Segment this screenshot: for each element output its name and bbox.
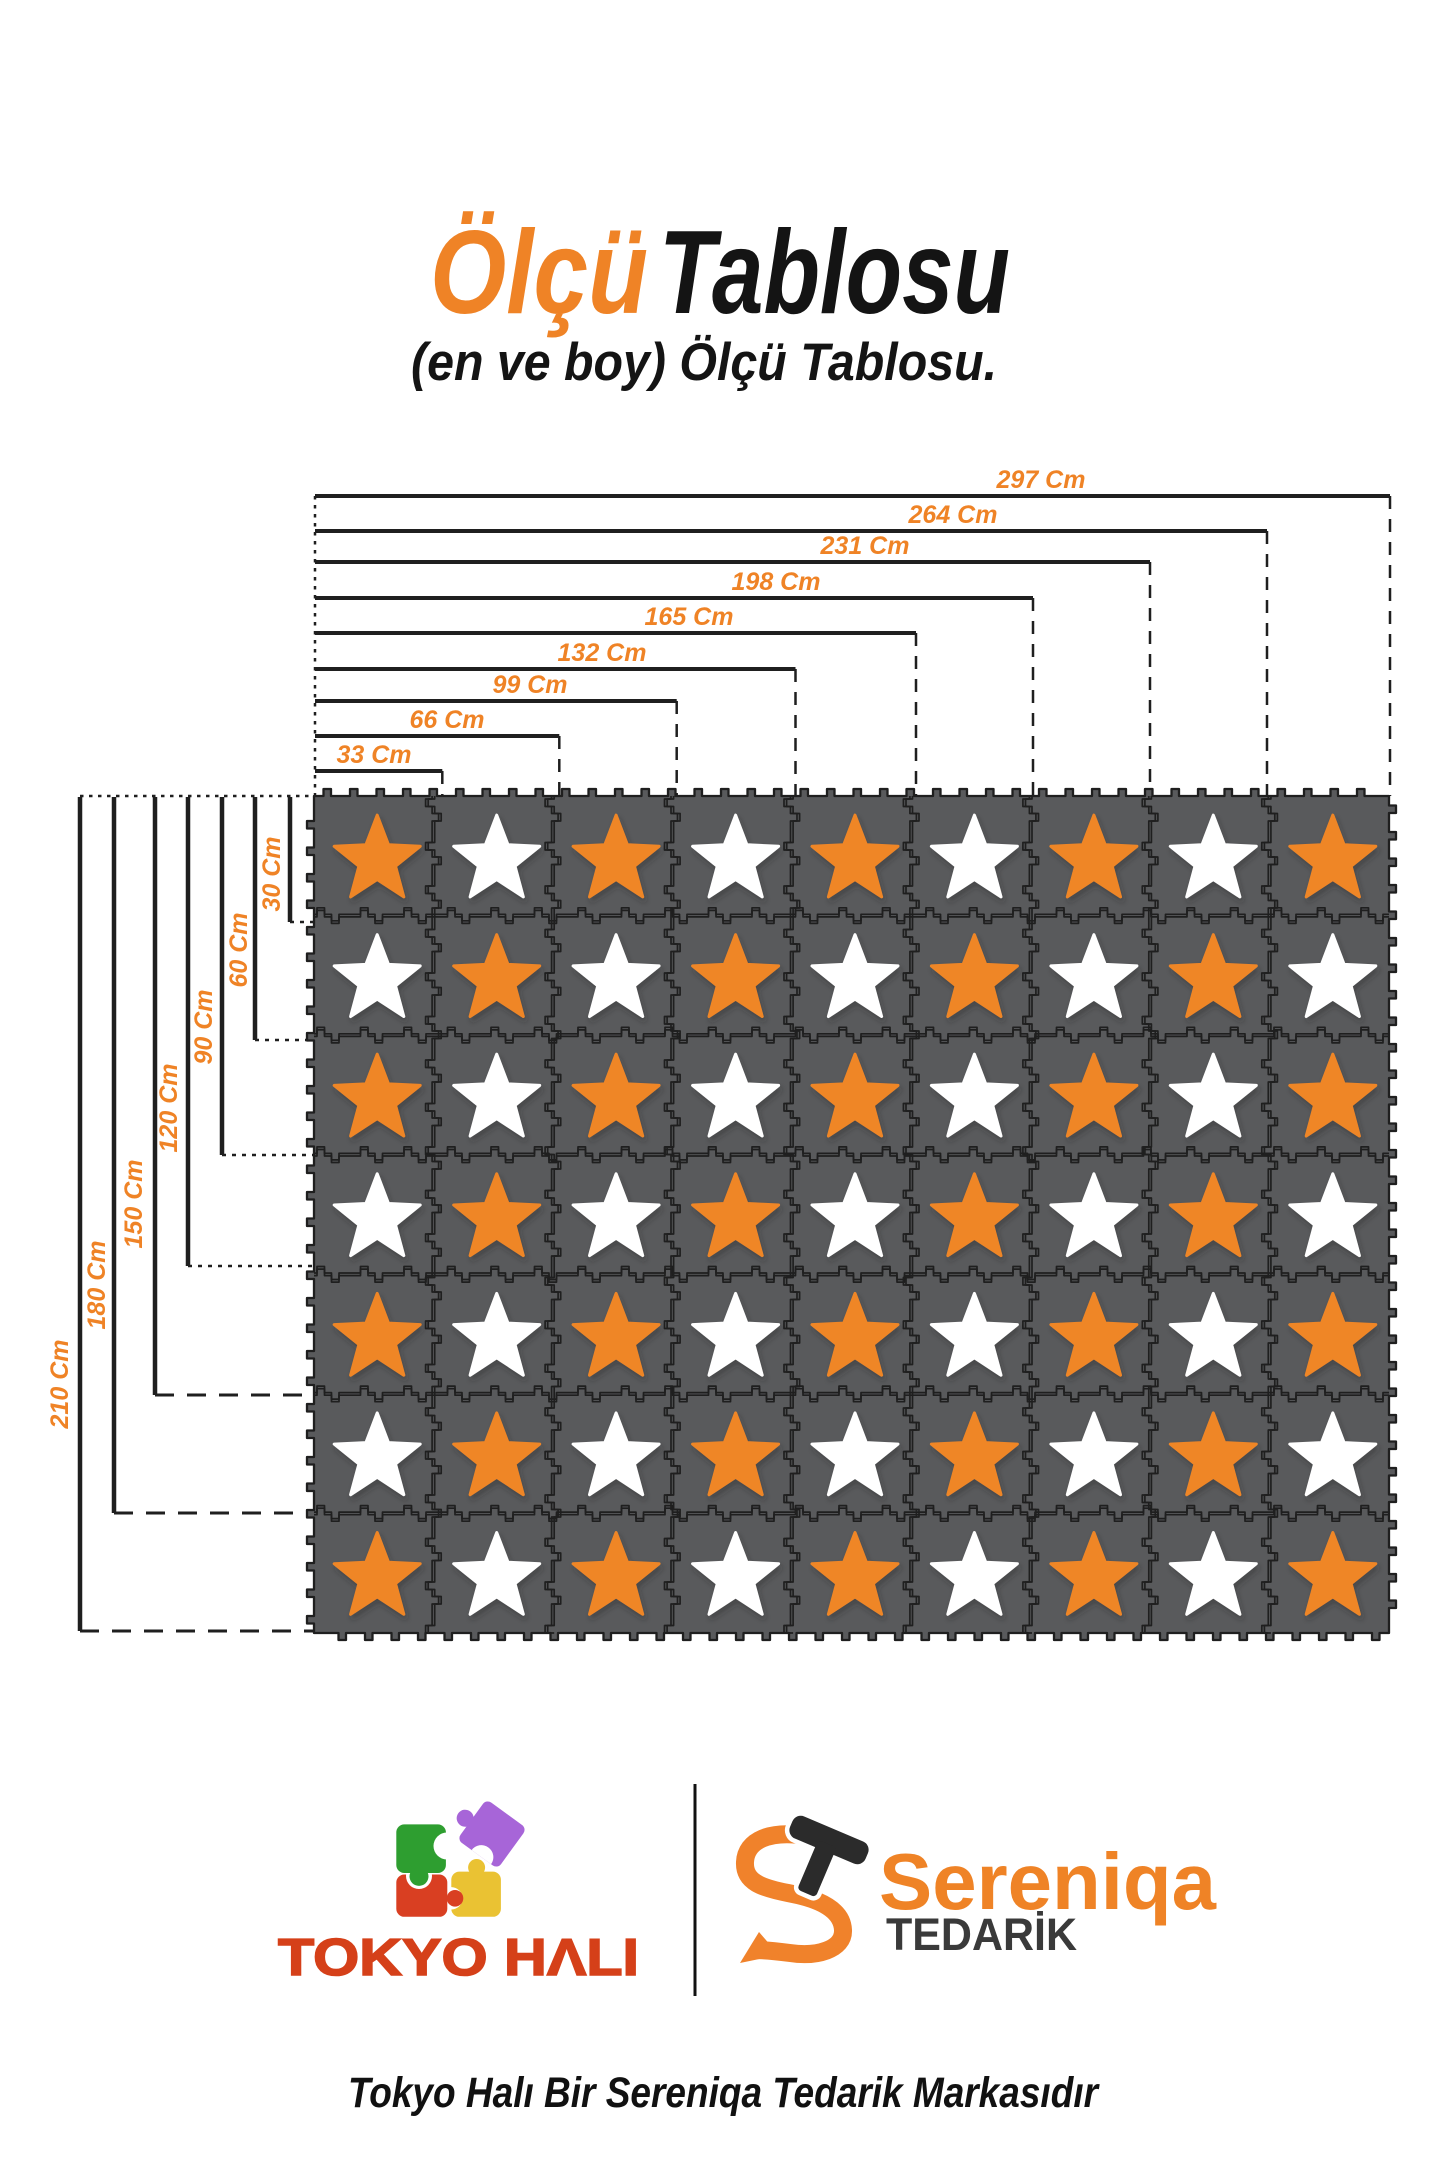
svg-text:30 Cm: 30 Cm: [258, 836, 286, 911]
svg-text:90 Cm: 90 Cm: [190, 989, 218, 1064]
svg-text:33 Cm: 33 Cm: [336, 741, 411, 769]
svg-text:99 Cm: 99 Cm: [492, 671, 567, 699]
svg-text:180 Cm: 180 Cm: [83, 1241, 111, 1330]
svg-text:TEDARİK: TEDARİK: [886, 1909, 1077, 1960]
svg-text:198 Cm: 198 Cm: [732, 568, 821, 596]
svg-text:120 Cm: 120 Cm: [155, 1064, 183, 1153]
svg-text:Sereniqa: Sereniqa: [879, 1837, 1216, 1926]
svg-text:297 Cm: 297 Cm: [996, 466, 1086, 494]
svg-text:Ölçü: Ölçü: [430, 206, 648, 339]
svg-text:Tablosu: Tablosu: [659, 206, 1010, 339]
svg-text:231 Cm: 231 Cm: [820, 532, 910, 560]
svg-text:60 Cm: 60 Cm: [225, 912, 253, 987]
svg-text:Tokyo Halı Bir Sereniqa Tedari: Tokyo Halı Bir Sereniqa Tedarik Markasıd…: [348, 2069, 1100, 2117]
svg-text:210 Cm: 210 Cm: [46, 1340, 74, 1430]
svg-text:150 Cm: 150 Cm: [120, 1160, 148, 1249]
svg-text:264 Cm: 264 Cm: [908, 501, 998, 529]
svg-text:132 Cm: 132 Cm: [558, 639, 647, 667]
svg-text:(en ve boy) Ölçü Tablosu.: (en ve boy) Ölçü Tablosu.: [411, 333, 997, 392]
svg-text:TOKYO HΛLI: TOKYO HΛLI: [278, 1929, 639, 1987]
svg-text:66 Cm: 66 Cm: [409, 706, 484, 734]
svg-text:165 Cm: 165 Cm: [645, 603, 734, 631]
